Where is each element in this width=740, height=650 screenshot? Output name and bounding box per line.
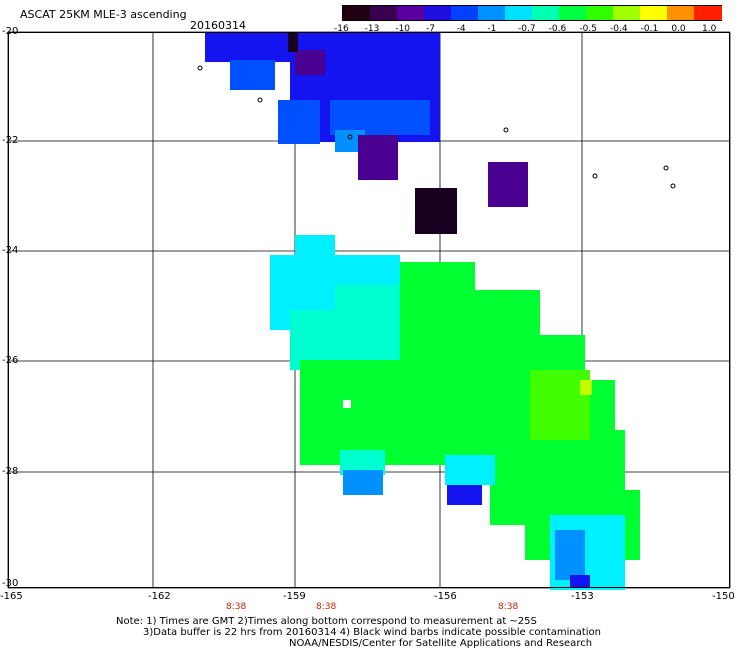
colorbar-cell (559, 6, 587, 20)
x-tick-label: -153 (571, 591, 594, 602)
swath-cell (288, 32, 298, 52)
island-outline (592, 173, 598, 179)
island-outline (670, 183, 676, 189)
data-gap (343, 400, 351, 408)
colorbar-tick-label: -0.6 (548, 24, 567, 34)
colorbar-cell (451, 6, 479, 20)
colorbar-cell (505, 6, 533, 20)
time-label: 8:38 (498, 602, 519, 612)
swath-cell (300, 360, 500, 465)
swath-cell (295, 235, 335, 265)
swath-cell (358, 135, 398, 180)
swath-cell (580, 380, 592, 395)
swath-cell (230, 60, 275, 90)
swath-cell (445, 455, 495, 485)
colorbar-tick-label: -0.5 (579, 24, 597, 34)
colorbar-tick-label: 0.0 (671, 24, 686, 34)
swath-cell (447, 485, 482, 505)
island-outline (257, 97, 263, 103)
swath-cell (555, 530, 585, 580)
colorbar-tick-label: -0.7 (518, 24, 536, 34)
colorbar-cell (694, 6, 722, 20)
time-label: 8:38 (226, 602, 247, 612)
note-line-1: Note: 1) Times are GMT 2)Times along bot… (116, 616, 537, 627)
x-tick-label: -150 (712, 591, 735, 602)
colorbar-tick-label: -4 (456, 24, 466, 34)
colorbar-cell (424, 6, 452, 20)
swath-cell (295, 50, 325, 75)
plot-frame (8, 32, 730, 588)
y-tick-label: -30 (2, 578, 19, 589)
colorbar-tick-label: -0.1 (640, 24, 659, 34)
colorbar (342, 5, 722, 21)
colorbar-cell (370, 6, 398, 20)
swath-cell (415, 188, 457, 234)
credit-line: NOAA/NESDIS/Center for Satellite Applica… (289, 638, 593, 649)
colorbar-cell (478, 6, 506, 20)
product-title: ASCAT 25KM MLE-3 ascending (20, 8, 187, 21)
colorbar-tick-label: -1 (487, 24, 497, 34)
colorbar-cell (613, 6, 641, 20)
y-tick-label: -24 (2, 245, 19, 256)
colorbar-tick-label: -0.4 (610, 24, 628, 34)
colorbar-tick-label: -16 (334, 24, 349, 34)
swath-cell (355, 70, 405, 100)
colorbar-cell (640, 6, 668, 20)
swath-cell (343, 470, 383, 495)
colorbar-tick-label: -10 (395, 24, 411, 34)
x-tick-label: -156 (434, 591, 457, 602)
swath-cell (570, 575, 590, 588)
colorbar-tick-label: -7 (426, 24, 435, 34)
note-line-2: 3)Data buffer is 22 hrs from 20160314 4)… (143, 627, 601, 638)
island-outline (197, 65, 203, 71)
island-outline (503, 127, 509, 133)
colorbar-cell (532, 6, 560, 20)
x-tick-label: -159 (283, 591, 306, 602)
product-date: 20160314 (190, 19, 246, 32)
y-tick-label: -26 (2, 355, 19, 366)
x-tick-label: -165 (0, 591, 23, 602)
colorbar-cell (343, 6, 371, 20)
y-tick-label: -28 (2, 466, 19, 477)
y-tick-label: -22 (2, 135, 19, 146)
time-label: 8:38 (316, 602, 337, 612)
island-outline (663, 165, 669, 171)
y-tick-label: -20 (2, 26, 19, 37)
swath-cell (330, 100, 430, 135)
colorbar-cell (586, 6, 614, 20)
colorbar-tick-label: 1.0 (702, 24, 717, 34)
colorbar-tick-label: -13 (364, 24, 380, 34)
swath-cell (488, 162, 528, 207)
swath-cell (335, 130, 365, 152)
colorbar-cell (667, 6, 695, 20)
island-outline (347, 134, 353, 140)
colorbar-cell (397, 6, 425, 20)
swath-cell (278, 100, 320, 144)
x-tick-label: -162 (148, 591, 171, 602)
swath-cell (205, 32, 295, 62)
